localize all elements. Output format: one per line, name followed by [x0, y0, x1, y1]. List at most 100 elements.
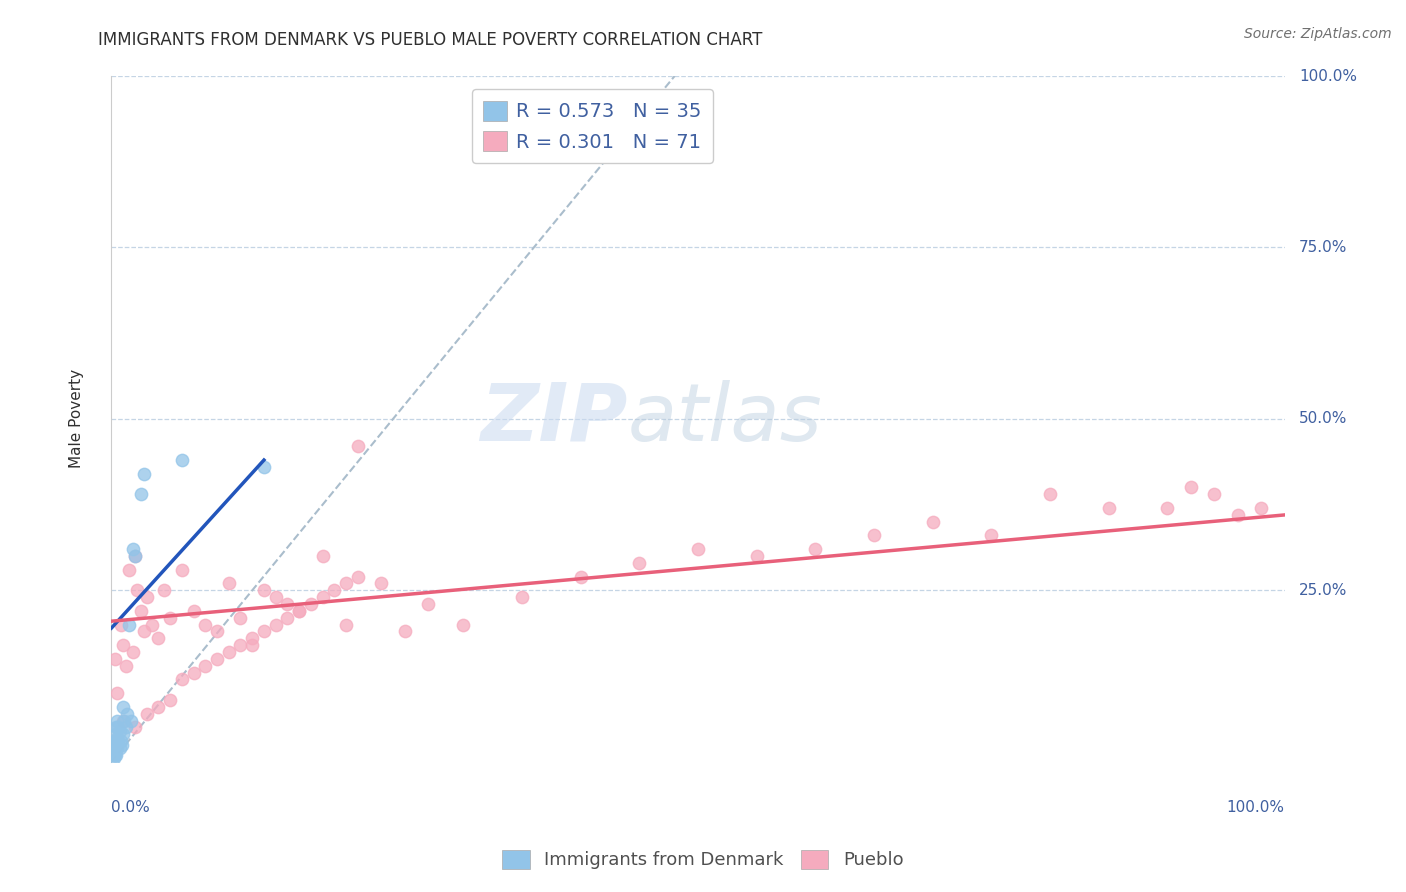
Point [103, 738, 125, 752]
Point [170, 673, 193, 687]
Point [288, 604, 311, 618]
Point [863, 528, 886, 542]
Point [980, 528, 1002, 542]
Text: 50.0%: 50.0% [1299, 411, 1347, 426]
Point [370, 576, 392, 591]
Point [418, 597, 440, 611]
Point [114, 721, 136, 735]
Point [108, 723, 131, 738]
Point [129, 487, 152, 501]
Point [135, 706, 157, 721]
Text: 100.0%: 100.0% [1299, 69, 1357, 84]
Point [264, 591, 287, 605]
Text: 0.0%: 0.0% [111, 799, 150, 814]
Point [311, 549, 333, 563]
Point [101, 741, 124, 756]
Point [299, 597, 322, 611]
Point [127, 583, 149, 598]
Point [218, 576, 240, 591]
Point [194, 617, 217, 632]
Text: ZIP: ZIP [481, 380, 627, 458]
Point [105, 747, 128, 762]
Legend: Immigrants from Denmark, Pueblo: Immigrants from Denmark, Pueblo [494, 841, 912, 879]
Point [134, 624, 156, 639]
Point [205, 624, 228, 639]
Point [745, 549, 768, 563]
Point [183, 604, 205, 618]
Point [103, 747, 125, 762]
Text: 25.0%: 25.0% [1299, 582, 1347, 598]
Point [105, 686, 128, 700]
Point [1250, 501, 1272, 516]
Point [124, 549, 146, 563]
Point [112, 638, 135, 652]
Text: Male Poverty: Male Poverty [69, 369, 84, 468]
Point [104, 734, 127, 748]
Point [134, 467, 156, 481]
Point [114, 658, 136, 673]
Point [253, 583, 276, 598]
Point [1098, 501, 1121, 516]
Point [229, 611, 252, 625]
Point [335, 576, 357, 591]
Point [124, 549, 146, 563]
Point [323, 583, 346, 598]
Point [205, 652, 228, 666]
Point [105, 721, 128, 735]
Point [1039, 487, 1062, 501]
Point [103, 751, 125, 765]
Point [124, 721, 146, 735]
Point [347, 569, 370, 583]
Point [107, 734, 129, 748]
Point [264, 617, 287, 632]
Text: IMMIGRANTS FROM DENMARK VS PUEBLO MALE POVERTY CORRELATION CHART: IMMIGRANTS FROM DENMARK VS PUEBLO MALE P… [98, 31, 763, 49]
Point [253, 459, 276, 474]
Point [101, 744, 124, 758]
Point [153, 583, 176, 598]
Point [121, 645, 143, 659]
Point [1180, 481, 1202, 495]
Point [804, 542, 827, 557]
Point [148, 632, 170, 646]
Point [170, 563, 193, 577]
Point [104, 744, 127, 758]
Text: 100.0%: 100.0% [1227, 799, 1285, 814]
Point [104, 741, 127, 756]
Point [120, 714, 142, 728]
Point [1226, 508, 1249, 522]
Point [105, 738, 128, 752]
Point [105, 731, 128, 745]
Point [105, 727, 128, 741]
Point [135, 591, 157, 605]
Point [108, 741, 131, 756]
Point [129, 604, 152, 618]
Point [118, 617, 141, 632]
Text: atlas: atlas [627, 380, 823, 458]
Point [276, 597, 298, 611]
Point [510, 591, 533, 605]
Point [112, 714, 135, 728]
Point [347, 439, 370, 453]
Point [141, 617, 163, 632]
Point [104, 652, 127, 666]
Point [194, 658, 217, 673]
Point [112, 700, 135, 714]
Point [121, 542, 143, 557]
Point [111, 738, 134, 752]
Point [240, 632, 263, 646]
Point [394, 624, 416, 639]
Point [105, 714, 128, 728]
Point [104, 747, 127, 762]
Point [253, 624, 276, 639]
Point [148, 700, 170, 714]
Point [229, 638, 252, 652]
Point [159, 693, 181, 707]
Point [453, 617, 475, 632]
Legend: R = 0.573   N = 35, R = 0.301   N = 71: R = 0.573 N = 35, R = 0.301 N = 71 [471, 89, 713, 163]
Point [107, 721, 129, 735]
Point [1156, 501, 1178, 516]
Point [311, 591, 333, 605]
Point [159, 611, 181, 625]
Point [105, 741, 128, 756]
Point [921, 515, 943, 529]
